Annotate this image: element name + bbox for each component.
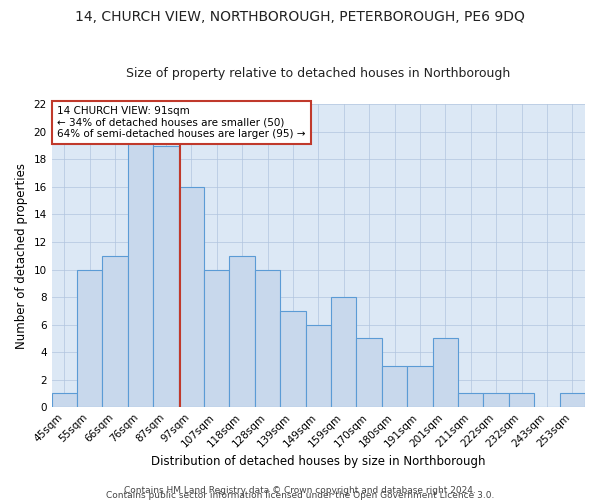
X-axis label: Distribution of detached houses by size in Northborough: Distribution of detached houses by size … xyxy=(151,454,485,468)
Bar xyxy=(331,297,356,407)
Bar xyxy=(509,394,534,407)
Bar xyxy=(305,324,331,407)
Bar xyxy=(255,270,280,407)
Text: 14, CHURCH VIEW, NORTHBOROUGH, PETERBOROUGH, PE6 9DQ: 14, CHURCH VIEW, NORTHBOROUGH, PETERBORO… xyxy=(75,10,525,24)
Bar xyxy=(458,394,484,407)
Bar xyxy=(484,394,509,407)
Bar xyxy=(52,394,77,407)
Bar xyxy=(382,366,407,407)
Bar xyxy=(103,256,128,407)
Bar xyxy=(356,338,382,407)
Y-axis label: Number of detached properties: Number of detached properties xyxy=(15,163,28,349)
Text: Contains public sector information licensed under the Open Government Licence 3.: Contains public sector information licen… xyxy=(106,491,494,500)
Bar xyxy=(407,366,433,407)
Text: 14 CHURCH VIEW: 91sqm
← 34% of detached houses are smaller (50)
64% of semi-deta: 14 CHURCH VIEW: 91sqm ← 34% of detached … xyxy=(57,106,305,139)
Bar xyxy=(433,338,458,407)
Bar xyxy=(560,394,585,407)
Bar xyxy=(179,187,204,407)
Bar xyxy=(128,132,153,407)
Bar xyxy=(153,146,179,407)
Bar xyxy=(204,270,229,407)
Bar xyxy=(77,270,103,407)
Bar xyxy=(229,256,255,407)
Bar xyxy=(280,311,305,407)
Text: Contains HM Land Registry data © Crown copyright and database right 2024.: Contains HM Land Registry data © Crown c… xyxy=(124,486,476,495)
Title: Size of property relative to detached houses in Northborough: Size of property relative to detached ho… xyxy=(126,66,511,80)
